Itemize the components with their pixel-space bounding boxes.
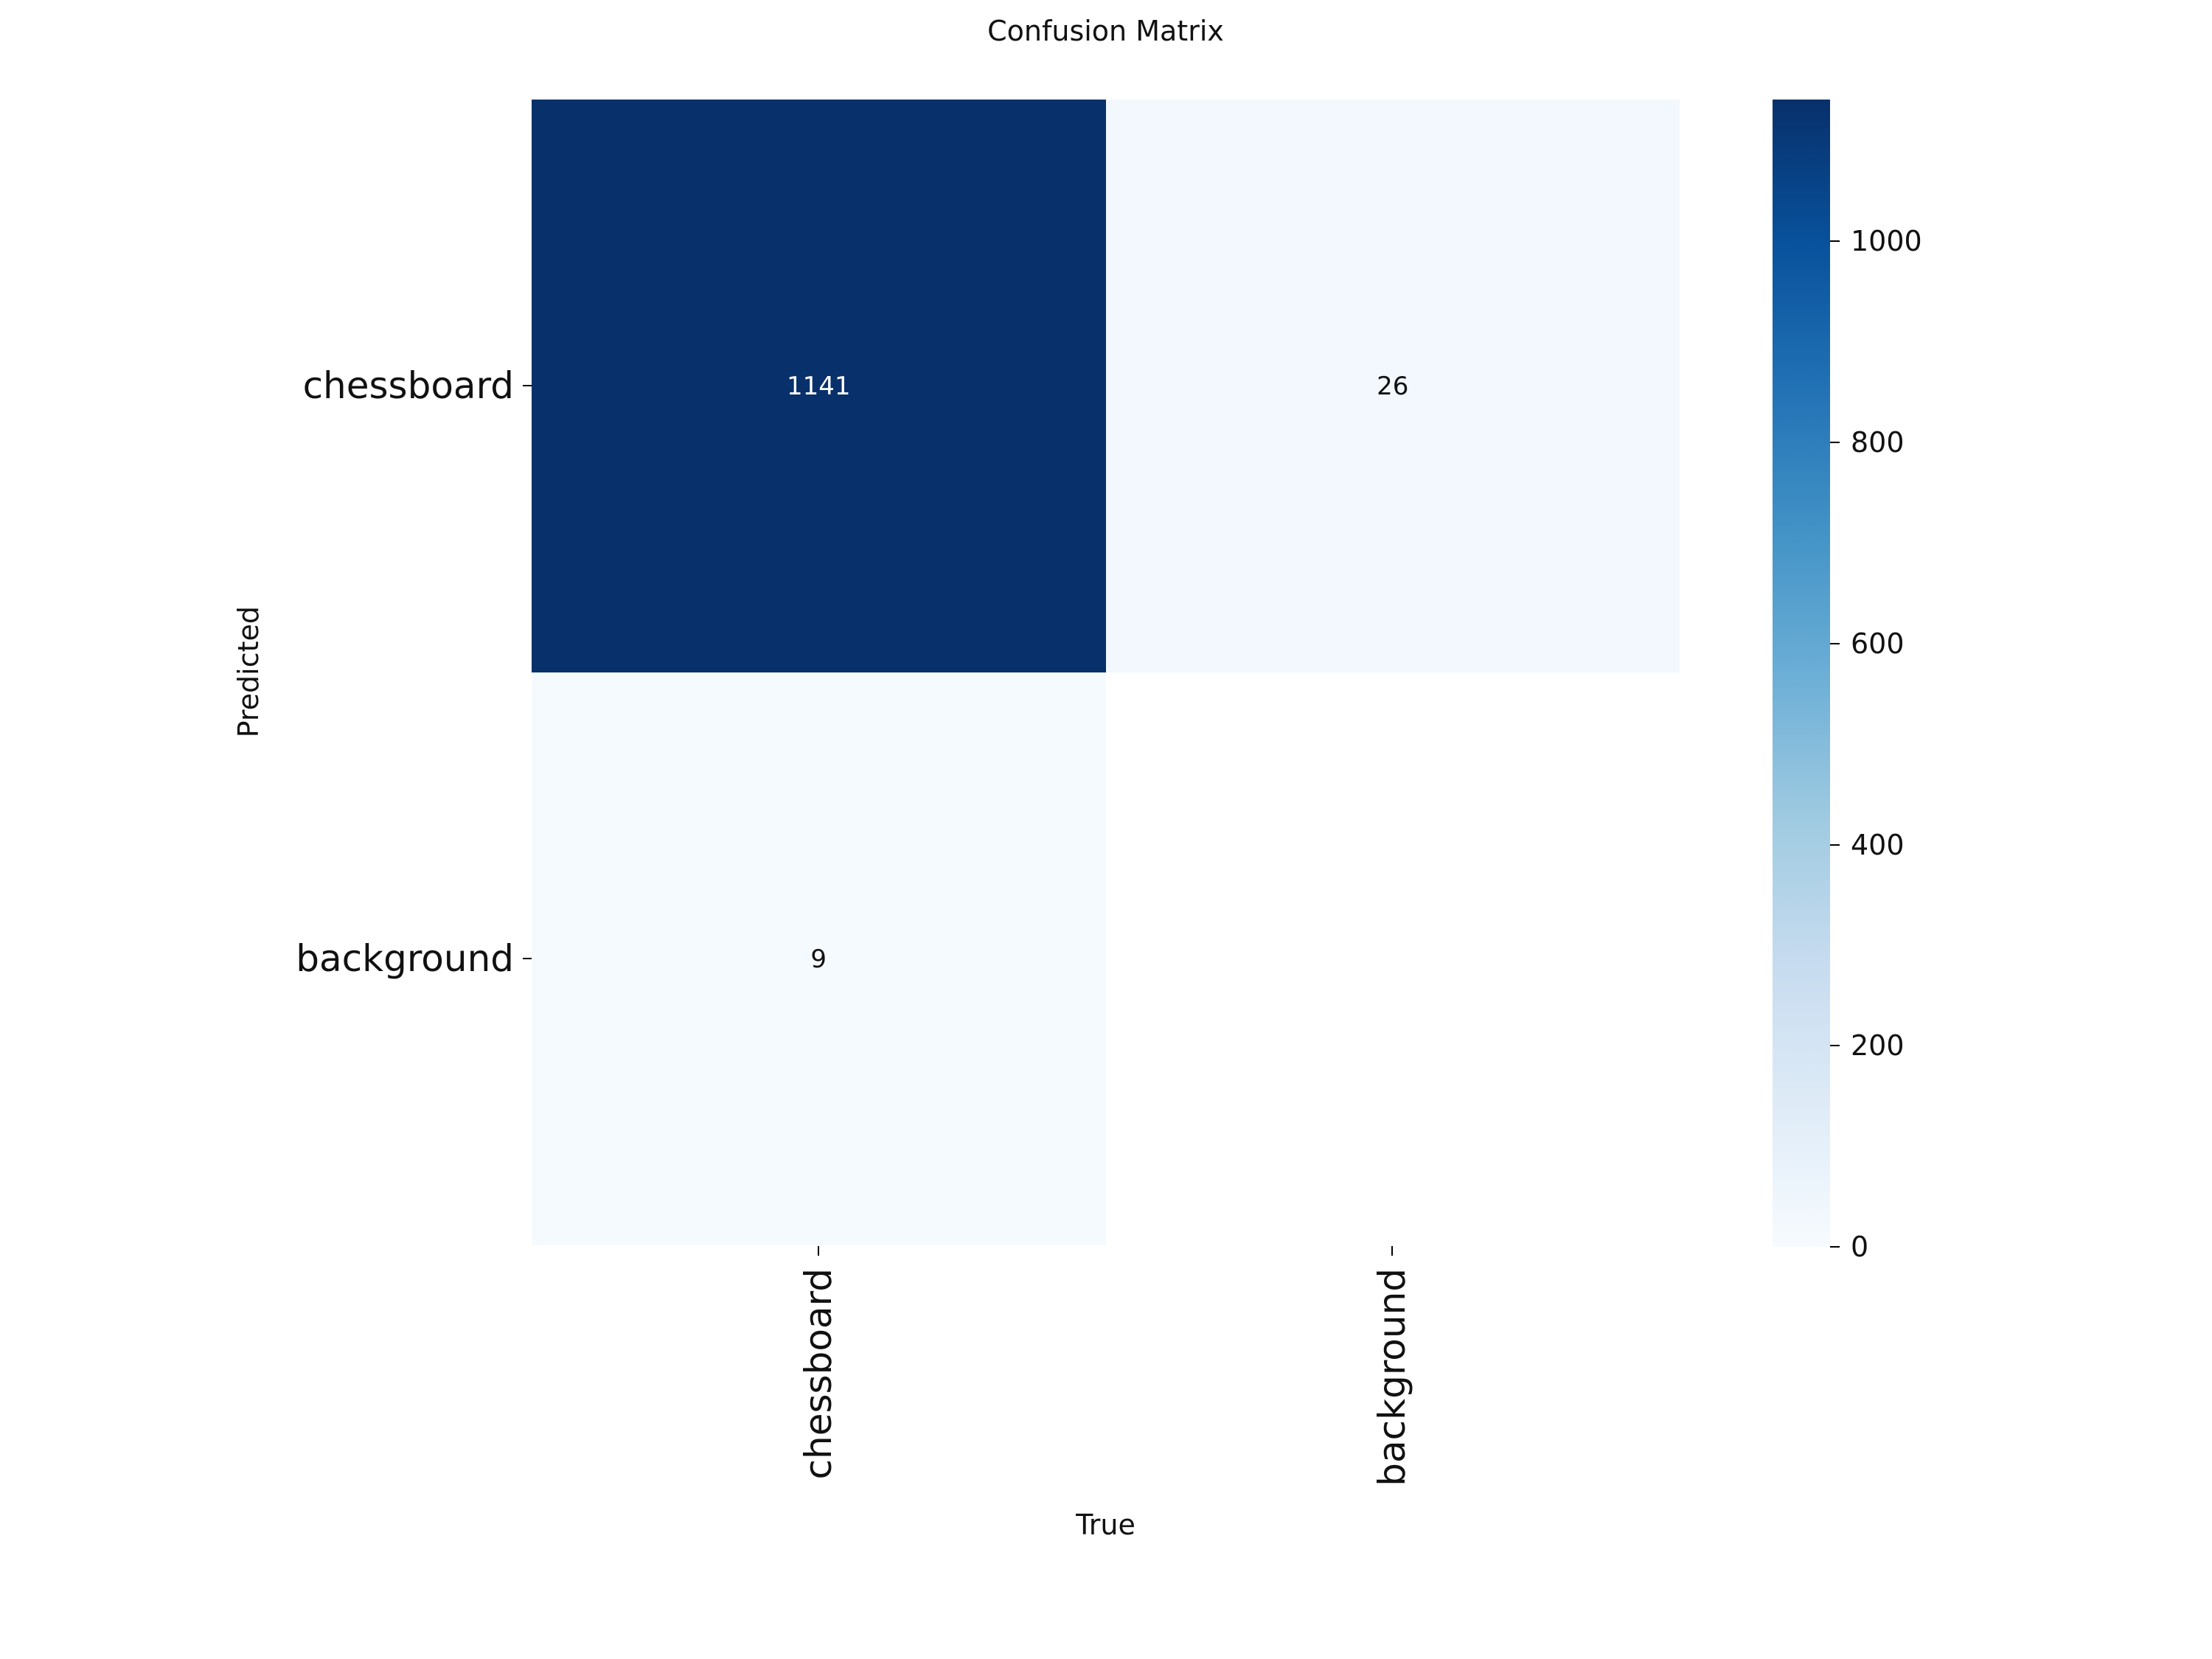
colorbar-tick-mark <box>1830 240 1840 243</box>
y-tick-mark <box>523 385 532 386</box>
colorbar-tick-mark <box>1830 1246 1840 1248</box>
heatmap-cell <box>1105 672 1680 1245</box>
cell-value: 1141 <box>786 371 851 401</box>
x-tick-label-background: background <box>1371 1268 1413 1486</box>
colorbar-tick-mark <box>1830 844 1840 846</box>
x-axis-label: True <box>1076 1509 1135 1541</box>
colorbar-tick-label: 0 <box>1851 1231 1869 1263</box>
cell-value: 9 <box>810 944 827 974</box>
x-tick-label-chessboard: chessboard <box>797 1268 840 1480</box>
colorbar-tick-mark <box>1830 642 1840 644</box>
colorbar-tick-label: 1000 <box>1851 225 1922 258</box>
x-tick-mark <box>818 1246 819 1256</box>
cell-value: 26 <box>1377 371 1409 401</box>
colorbar-tick-label: 400 <box>1851 828 1905 861</box>
heatmap-cell: 9 <box>532 672 1106 1245</box>
heatmap-cell: 1141 <box>532 100 1106 672</box>
y-tick-mark <box>523 958 532 959</box>
chart-title: Confusion Matrix <box>987 15 1224 47</box>
colorbar-tick-mark <box>1830 442 1840 444</box>
colorbar-tick-label: 600 <box>1851 627 1905 660</box>
y-axis-label: Predicted <box>232 606 265 738</box>
y-tick-label-chessboard: chessboard <box>302 364 514 407</box>
colorbar-tick-label: 200 <box>1851 1029 1905 1062</box>
colorbar-tick-label: 800 <box>1851 426 1905 459</box>
colorbar-gradient <box>1773 100 1830 1247</box>
y-tick-label-background: background <box>296 937 514 980</box>
heatmap: 1141 26 9 <box>532 100 1680 1245</box>
x-tick-mark <box>1391 1246 1393 1256</box>
colorbar-tick-mark <box>1830 1045 1840 1047</box>
heatmap-cell: 26 <box>1105 100 1680 672</box>
